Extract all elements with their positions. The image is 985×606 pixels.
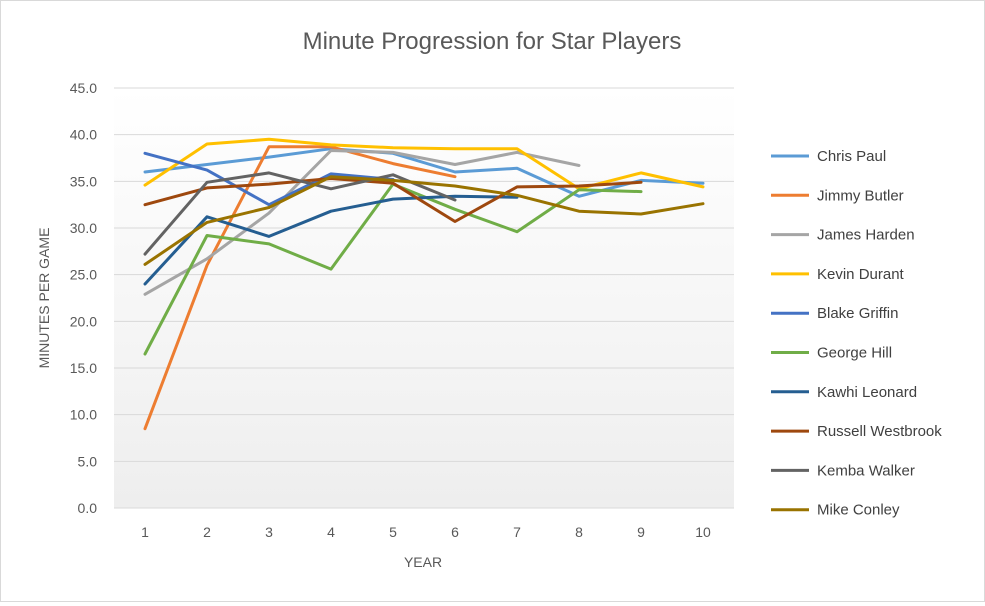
x-tick-label: 2: [203, 524, 211, 540]
x-tick-label: 5: [389, 524, 397, 540]
series-line-mike-conley: [143, 175, 705, 266]
series-line-russell-westbrook: [143, 177, 643, 223]
y-tick-label: 10.0: [70, 407, 97, 423]
plot-area: [114, 88, 734, 508]
series-line-kawhi-leonard: [143, 194, 519, 286]
y-tick-label: 35.0: [70, 173, 97, 189]
legend-label: Kemba Walker: [817, 462, 915, 479]
legend-item: Kemba Walker: [771, 462, 915, 479]
y-tick-label: 0.0: [78, 500, 98, 516]
chart-title: Minute Progression for Star Players: [303, 28, 682, 55]
series-line-kevin-durant: [143, 137, 705, 191]
y-axis-label: MINUTES PER GAME: [36, 228, 52, 369]
y-tick-label: 45.0: [70, 80, 97, 96]
x-tick-label: 10: [695, 524, 711, 540]
legend-label: Jimmy Butler: [817, 187, 904, 204]
series-line-jimmy-butler: [143, 145, 457, 431]
x-tick-label: 7: [513, 524, 521, 540]
x-tick-label: 4: [327, 524, 335, 540]
legend-label: Kevin Durant: [817, 266, 905, 283]
legend-item: Jimmy Butler: [771, 187, 904, 204]
legend-item: Kevin Durant: [771, 266, 905, 283]
legend-label: Russell Westbrook: [817, 423, 942, 440]
legend-item: Blake Griffin: [771, 305, 898, 322]
y-axis-ticks: 0.0 5.0 10.0 15.0 20.0 25.0 30.0 35.0 40.0 45.0: [70, 80, 97, 516]
legend-item: George Hill: [771, 345, 892, 362]
series-line-james-harden: [143, 149, 581, 296]
x-axis-label: YEAR: [404, 554, 442, 570]
series-line-blake-griffin: [143, 151, 395, 207]
legend-item: Chris Paul: [771, 148, 886, 165]
x-tick-label: 9: [637, 524, 645, 540]
legend-item: Russell Westbrook: [771, 423, 942, 440]
y-tick-label: 25.0: [70, 267, 97, 283]
legend-label: Mike Conley: [817, 502, 900, 519]
series-lines: [143, 137, 705, 431]
gridlines: [114, 87, 734, 509]
x-tick-label: 3: [265, 524, 273, 540]
x-tick-label: 8: [575, 524, 583, 540]
y-tick-label: 5.0: [78, 453, 98, 469]
series-line-chris-paul: [143, 147, 705, 198]
x-axis-ticks: 1 2 3 4 5 6 7 8 9 10: [141, 524, 711, 540]
legend-item: Kawhi Leonard: [771, 384, 917, 401]
y-tick-label: 15.0: [70, 360, 97, 376]
series-line-kemba-walker: [143, 171, 457, 256]
legend: Chris Paul Jimmy Butler James Harden Kevin …: [771, 148, 942, 519]
y-tick-label: 20.0: [70, 313, 97, 329]
legend-label: James Harden: [817, 227, 915, 244]
legend-label: Chris Paul: [817, 148, 886, 165]
legend-item: Mike Conley: [771, 502, 900, 519]
legend-label: Blake Griffin: [817, 305, 898, 322]
legend-label: George Hill: [817, 345, 892, 362]
legend-label: Kawhi Leonard: [817, 384, 917, 401]
x-tick-label: 1: [141, 524, 149, 540]
x-tick-label: 6: [451, 524, 459, 540]
y-tick-label: 40.0: [70, 127, 97, 143]
legend-item: James Harden: [771, 227, 915, 244]
y-tick-label: 30.0: [70, 220, 97, 236]
